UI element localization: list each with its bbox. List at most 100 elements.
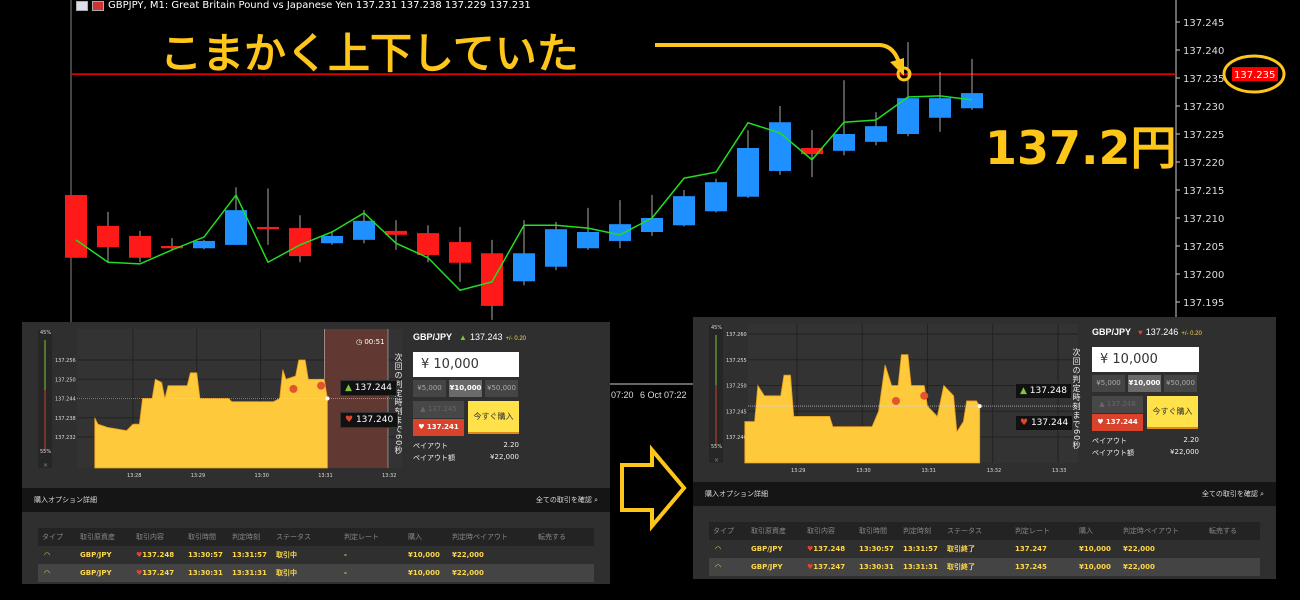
y-tick-label: 137.255 (726, 358, 747, 364)
buy-now-button[interactable]: 今すぐ購入 (468, 401, 519, 434)
chart-icon (76, 0, 88, 11)
payout-amount-row: ペイアウト額 ¥22,000 (1092, 448, 1199, 458)
cell-value: ¥22,000 (1123, 545, 1155, 553)
table-cell: - (340, 569, 404, 577)
purchase-details-header: 購入オプション詳細 全ての取引を確認 ⌕ (22, 488, 610, 512)
timer-icon: ◠ (44, 551, 51, 559)
price-area (94, 359, 328, 469)
x-tick-label: 13:29 (191, 473, 205, 479)
table-row: ◠ GBP/JPY ♥137.248 13:30:57 13:31:57 取引中 - ¥10,… (38, 546, 594, 564)
candle-up (513, 253, 535, 282)
trade-panel-before: 137.256 137.250 137.244 137.238 137.232 13:28… (22, 322, 610, 584)
high-price: 137.245 (427, 405, 457, 413)
price-tick-label: 137.240 (1183, 46, 1224, 57)
search-icon: ⌕ (1260, 490, 1264, 498)
current-point (977, 404, 982, 409)
table-cell: ¥22,000 (1119, 545, 1205, 553)
price-tick-label: 137.235 (1183, 74, 1224, 85)
candle-up (737, 148, 759, 197)
y-tick-label: 137.238 (55, 416, 76, 422)
high-tag-value: 137.244 (354, 383, 393, 393)
payout-row: ペイアウト 2.20 (413, 441, 519, 451)
table-cell: 取引中 (272, 568, 340, 578)
amount-chip[interactable]: ¥5,000 (1092, 375, 1125, 392)
cell-value: 137.247 (142, 569, 175, 577)
low-tag-value: 137.244 (1030, 418, 1069, 428)
down-arrow-icon: ♥ (807, 545, 814, 553)
window-title-bar: GBPJPY, M1: Great Britain Pound vs Japan… (76, 0, 531, 11)
column-header: 購入 (408, 533, 422, 541)
table-cell: - (340, 551, 404, 559)
candle-down (161, 246, 183, 249)
trade-marker[interactable] (317, 381, 326, 390)
amount-chip[interactable]: ¥50,000 (485, 380, 518, 397)
cell-value: 取引終了 (947, 563, 975, 571)
y-tick-label: 137.260 (726, 332, 747, 338)
candle-down (97, 225, 119, 248)
trade-marker[interactable] (920, 391, 929, 400)
trade-marker[interactable] (289, 384, 298, 393)
low-button[interactable]: ♥ 137.244 (1092, 414, 1143, 431)
countdown-timer: ◷ 00:51 (356, 338, 385, 346)
cell-value: 13:30:57 (859, 545, 894, 553)
trade-marker[interactable] (891, 396, 900, 405)
high-button[interactable]: ▲ 137.248 (1092, 396, 1143, 413)
table-cell: GBP/JPY (747, 545, 803, 553)
amount-chip[interactable]: ¥10,000 (449, 380, 482, 397)
table-cell: 取引中 (272, 550, 340, 560)
x-tick-label: 13:29 (791, 468, 805, 474)
candle-up (673, 196, 695, 226)
low-percent: 55% (711, 444, 723, 450)
table-cell: 取引終了 (943, 544, 1011, 554)
table-cell: 13:30:31 (184, 569, 228, 577)
table-cell: ♥137.247 (132, 569, 184, 577)
table-cell: 13:31:31 (228, 569, 272, 577)
buy-now-button[interactable]: 今すぐ購入 (1147, 396, 1198, 429)
payout-amount-row: ペイアウト額 ¥22,000 (413, 453, 519, 463)
price-tick-label: 137.195 (1183, 298, 1224, 309)
candle-up (193, 240, 215, 249)
pair-name: GBP/JPY (1092, 327, 1132, 337)
cell-value: GBP/JPY (751, 563, 783, 571)
high-button[interactable]: ▲ 137.245 (413, 401, 464, 418)
amount-input[interactable]: ¥ 10,000 (1092, 347, 1199, 372)
payout-amount-label: ペイアウト額 (413, 454, 455, 462)
up-arrow-icon: ▲ (1020, 386, 1027, 396)
amount-input[interactable]: ¥ 10,000 (413, 352, 519, 377)
candle-up (833, 134, 855, 151)
y-tick-label: 137.240 (726, 435, 747, 441)
amount-chip[interactable]: ¥5,000 (413, 380, 446, 397)
amount-chip[interactable]: ¥50,000 (1164, 375, 1197, 392)
y-tick-label: 137.244 (55, 397, 76, 403)
candle-up (641, 218, 663, 232)
candle-up (321, 235, 343, 244)
payout-amount-value: ¥22,000 (1170, 448, 1199, 456)
cell-value: - (344, 569, 347, 577)
table-cell: GBP/JPY (76, 569, 132, 577)
pair-name: GBP/JPY (413, 332, 453, 342)
table-cell: ¥10,000 (1075, 563, 1119, 571)
table-cell: ♥137.248 (132, 551, 184, 559)
view-all-trades-link[interactable]: 全ての取引を確認 ⌕ (1202, 489, 1264, 499)
timer-icon: ◠ (44, 569, 51, 577)
column-header: ステータス (276, 533, 311, 541)
low-button[interactable]: ♥ 137.241 (413, 419, 464, 436)
up-arrow-icon: ▲ (345, 383, 352, 393)
cell-value: ¥22,000 (452, 551, 484, 559)
close-sentiment-button[interactable]: × (43, 462, 49, 469)
pair-label: GBP/JPY ♥ 137.246 +/- 0.20 (1092, 327, 1202, 337)
amount-chip[interactable]: ¥10,000 (1128, 375, 1161, 392)
y-tick-label: 137.256 (55, 358, 76, 364)
table-cell: 137.245 (1011, 563, 1075, 571)
candle-up (961, 93, 983, 109)
close-sentiment-button[interactable]: × (714, 457, 720, 464)
next-judgement-label: 次回の判定時刻まで60秒 (394, 353, 403, 456)
column-header: 転売する (538, 533, 566, 541)
x-tick-label: 13:30 (255, 473, 269, 479)
cell-value: ¥10,000 (408, 569, 440, 577)
cell-value: 137.247 (1015, 545, 1047, 553)
table-cell: 13:30:31 (855, 563, 899, 571)
view-all-trades-link[interactable]: 全ての取引を確認 ⌕ (536, 495, 598, 505)
column-header: タイプ (42, 533, 63, 541)
up-arrow-icon: ▲ (459, 333, 467, 342)
